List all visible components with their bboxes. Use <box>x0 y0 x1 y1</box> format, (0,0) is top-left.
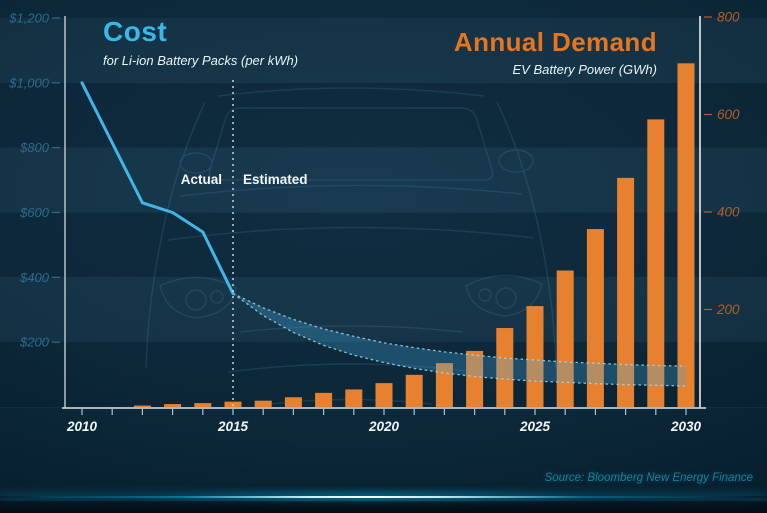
band-lower-edge <box>232 293 687 387</box>
demand-bar-2028 <box>617 177 635 407</box>
source-credit: Source: Bloomberg New Energy Finance <box>544 472 753 484</box>
demand-bars-series <box>133 63 695 407</box>
band-upper-edge <box>232 292 687 367</box>
cost-line-series <box>80 81 235 296</box>
cost-subtitle: for Li-ion Battery Packs (per kWh) <box>103 53 299 68</box>
car-headlight-detail <box>478 288 492 302</box>
demand-bar-2023 <box>466 350 484 407</box>
right-tick-label-800: 800 <box>717 10 740 25</box>
demand-bar-2021 <box>405 374 423 407</box>
car-outline-path <box>217 87 485 97</box>
axes <box>62 16 706 409</box>
demand-bar-2012 <box>133 405 151 407</box>
band-fill <box>233 293 686 386</box>
right-axis-ticks: 800 600 400 200 <box>704 10 740 317</box>
demand-bar-2019 <box>345 389 363 407</box>
x-axis-label-2025: 2025 <box>519 419 551 434</box>
car-headlight-detail <box>495 287 517 309</box>
car-outline-path <box>208 107 494 181</box>
left-axis-ticks: $1,200 $1,000 $800 $600 $400 $200 <box>8 11 60 350</box>
x-axis-label-2010: 2010 <box>66 419 98 434</box>
demand-bar-2020 <box>375 383 393 407</box>
demand-subtitle: EV Battery Power (GWh) <box>512 62 657 77</box>
cost-actual-line <box>80 81 235 296</box>
demand-bar-2029 <box>647 119 665 407</box>
actual-annotation: Actual <box>180 172 222 187</box>
x-axis-label-2020: 2020 <box>368 419 400 434</box>
demand-bar-2018 <box>315 392 333 407</box>
estimated-annotation: Estimated <box>243 172 308 187</box>
demand-bar-2027 <box>586 229 604 407</box>
x-axis-ticks: 2010 2015 2020 2025 2030 <box>66 409 702 434</box>
demand-title-block: Annual Demand EV Battery Power (GWh) <box>454 27 657 77</box>
demand-bar-2017 <box>284 397 302 407</box>
right-tick-label-200: 200 <box>716 302 740 317</box>
demand-title: Annual Demand <box>453 27 657 57</box>
car-outline-path <box>496 101 557 369</box>
demand-bar-2013 <box>164 404 182 407</box>
car-outline-path <box>239 325 463 333</box>
car-mirror-left <box>179 152 213 174</box>
left-tick-label-1000: $1,000 <box>8 75 50 90</box>
car-headlight-detail <box>185 289 207 311</box>
right-tick-label-400: 400 <box>717 205 740 220</box>
cost-title: Cost <box>103 16 168 47</box>
car-outline-path <box>179 184 523 197</box>
demand-bar-2014 <box>194 403 212 407</box>
demand-bar-2030 <box>677 63 695 407</box>
right-tick-label-600: 600 <box>717 107 740 122</box>
car-headlight-detail <box>210 290 224 304</box>
cost-title-block: Cost for Li-ion Battery Packs (per kWh) <box>103 16 298 68</box>
left-tick-label-600: $600 <box>19 205 50 220</box>
demand-bar-2016 <box>254 400 272 407</box>
car-mirror-right <box>498 149 534 173</box>
car-outline-path <box>159 276 237 319</box>
left-tick-label-400: $400 <box>19 270 50 285</box>
left-tick-label-200: $200 <box>19 335 50 350</box>
left-tick-label-1200: $1,200 <box>8 11 50 26</box>
x-axis-label-2030: 2030 <box>670 419 702 434</box>
demand-bar-2026 <box>556 270 574 407</box>
x-axis-label-2015: 2015 <box>217 419 249 434</box>
cost-projection-band <box>232 292 687 387</box>
left-tick-label-800: $800 <box>19 140 50 155</box>
car-outline-path <box>145 101 206 369</box>
car-outline-path <box>167 226 535 241</box>
demand-bar-2024 <box>496 328 514 407</box>
demand-bar-2025 <box>526 306 544 407</box>
